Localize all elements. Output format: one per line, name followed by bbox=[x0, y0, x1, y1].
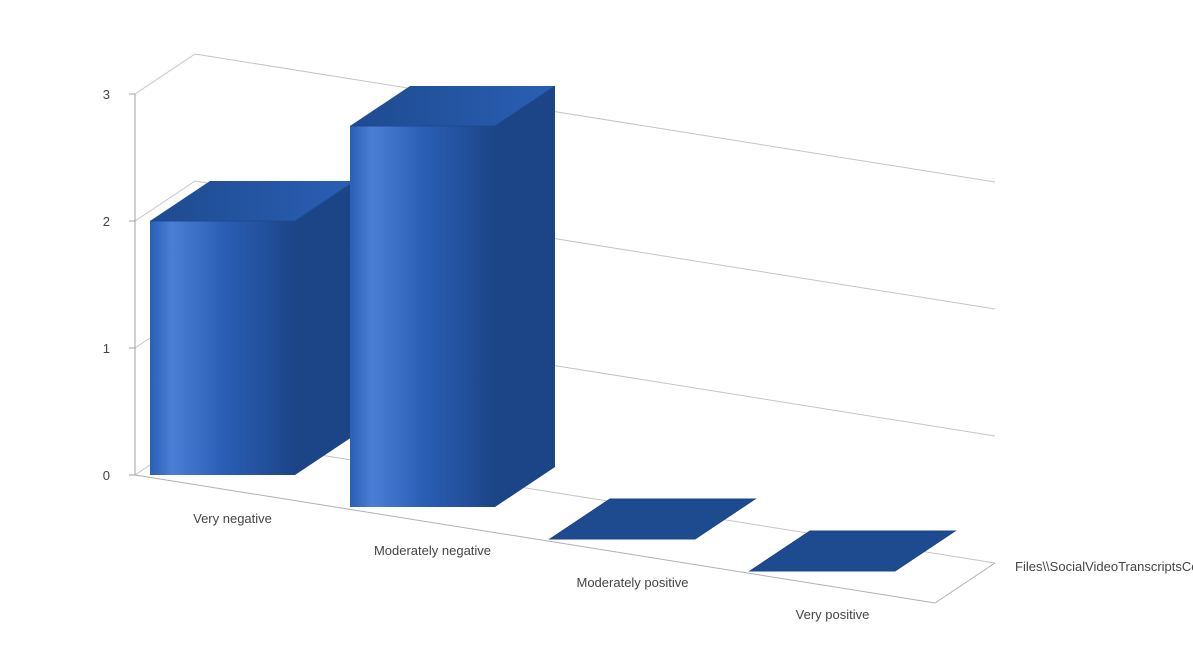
svg-text:0: 0 bbox=[103, 468, 110, 483]
bar-2 bbox=[550, 499, 755, 539]
svg-text:3: 3 bbox=[103, 87, 110, 102]
series-label: Files\\SocialVideoTranscriptsCombinedFil… bbox=[1015, 559, 1193, 574]
category-label-3: Very positive bbox=[796, 607, 870, 622]
bar-1 bbox=[350, 86, 555, 507]
category-label-2: Moderately positive bbox=[577, 575, 689, 590]
chart-svg: 0 1 2 3 Very negative Moderately negative Mode… bbox=[0, 0, 1193, 640]
bars bbox=[150, 86, 955, 571]
category-label-1: Moderately negative bbox=[374, 543, 491, 558]
bar3d-chart: 0 1 2 3 Very negative Moderately negative Mode… bbox=[0, 0, 1193, 645]
svg-text:2: 2 bbox=[103, 214, 110, 229]
bar-0 bbox=[150, 181, 355, 475]
bar-3 bbox=[750, 531, 955, 571]
svg-text:1: 1 bbox=[103, 341, 110, 356]
category-label-0: Very negative bbox=[193, 511, 272, 526]
